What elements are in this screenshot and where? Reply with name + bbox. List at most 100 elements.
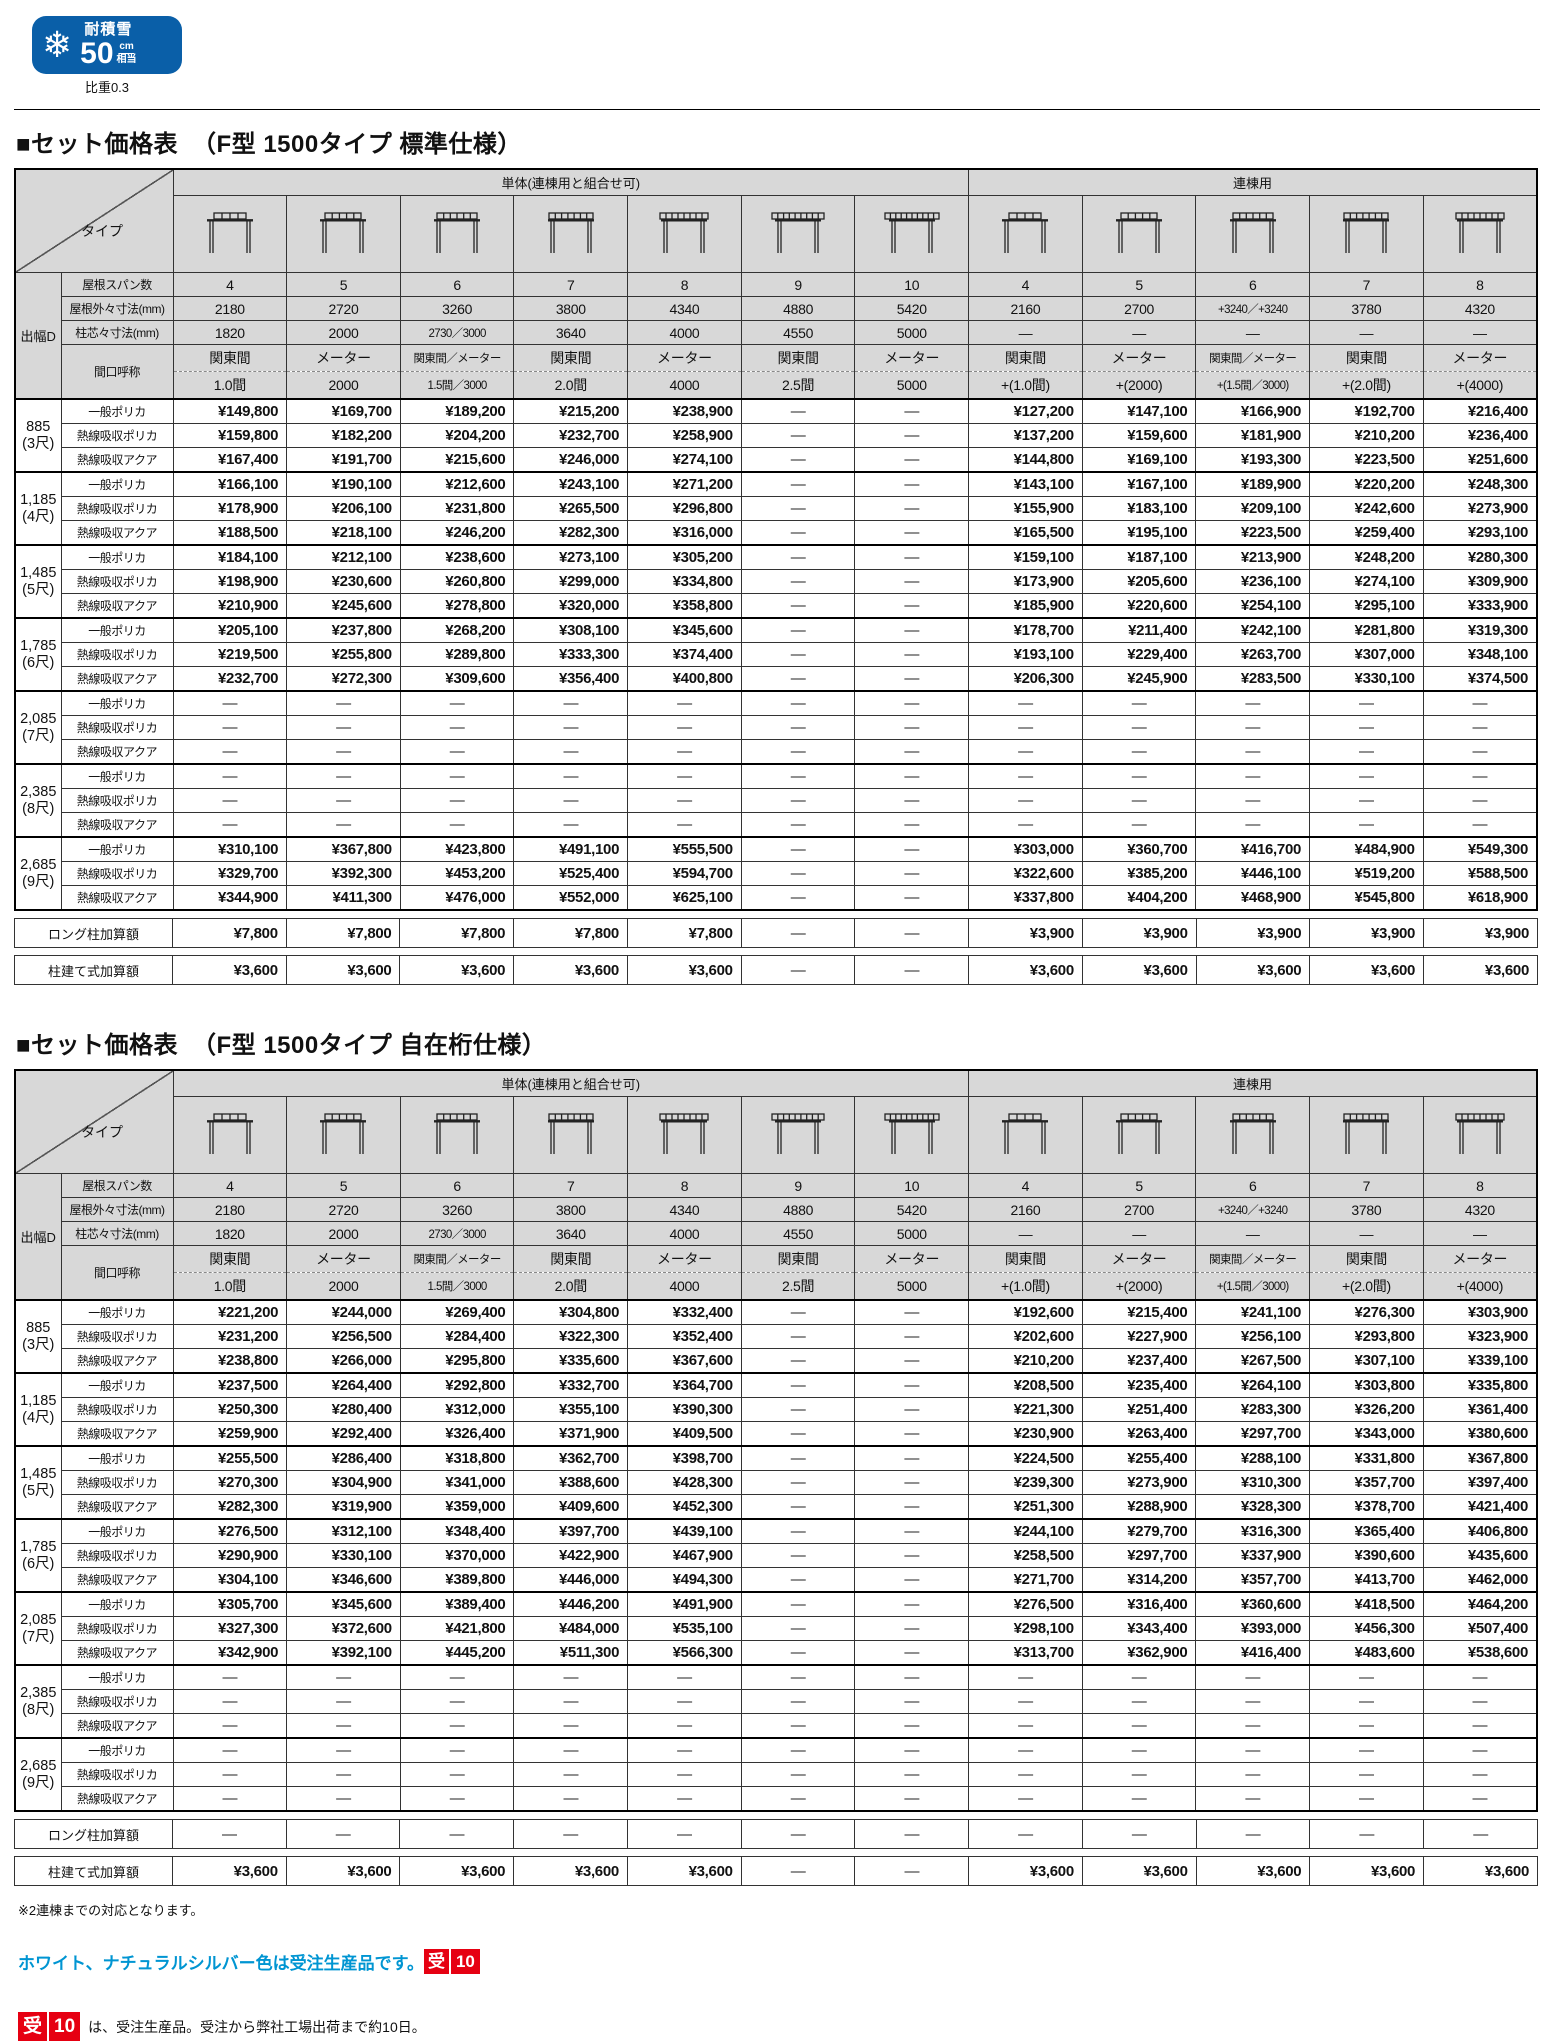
snow-load-units: cm 相当 <box>117 42 137 65</box>
price-cell: ¥204,200 <box>399 423 515 448</box>
price-cell: ¥344,900 <box>172 885 288 911</box>
price-cell: ¥271,700 <box>968 1567 1083 1593</box>
price-cell: — <box>854 812 970 838</box>
opening-name-cell: メーター <box>1081 344 1197 372</box>
opening-size-cell: +(2000) <box>1081 1272 1197 1301</box>
price-cell: — <box>854 1567 970 1593</box>
price-cell: — <box>740 788 856 813</box>
made-to-order-note-text: は、受注生産品。受注から弊社工場出荷まで約10日。 <box>88 2018 426 2035</box>
price-cell: ¥360,700 <box>1081 836 1197 862</box>
price-cell: ¥308,100 <box>513 617 629 643</box>
depth-shaku: (3尺) <box>22 435 55 452</box>
price-cell: ¥3,600 <box>399 1856 515 1886</box>
price-cell: ¥187,100 <box>1081 544 1197 570</box>
carport-type-icon <box>286 195 401 273</box>
price-cell: — <box>968 739 1083 765</box>
carport-type-icon <box>1081 195 1197 273</box>
price-cell: ¥329,700 <box>172 861 288 886</box>
price-cell: — <box>627 1713 742 1739</box>
price-cell: — <box>399 1786 515 1812</box>
pillar-dim-cell: 4550 <box>740 320 856 345</box>
opening-name-cell: 関東間 <box>740 344 856 372</box>
price-cell: ¥263,700 <box>1195 642 1311 667</box>
price-cell: ¥411,300 <box>286 885 401 911</box>
price-cell: ¥220,200 <box>1309 471 1424 497</box>
price-cell: — <box>740 617 856 643</box>
price-cell: ¥166,900 <box>1195 398 1311 424</box>
price-cell: ¥361,400 <box>1422 1397 1538 1422</box>
price-cell: — <box>1195 1819 1311 1849</box>
depth-value: 2,685 <box>20 1757 57 1774</box>
price-cell: ¥625,100 <box>627 885 742 911</box>
price-cell: — <box>854 666 970 692</box>
price-cell: ¥389,400 <box>399 1591 515 1617</box>
opening-name-cell: 関東間／メーター <box>399 1245 515 1273</box>
price-cell: — <box>740 715 856 740</box>
price-cell: — <box>1422 739 1538 765</box>
price-cell: — <box>286 1689 401 1714</box>
price-cell: ¥339,100 <box>1422 1348 1538 1374</box>
depth-shaku: (8尺) <box>22 1701 55 1718</box>
price-cell: — <box>513 812 629 838</box>
price-cell: ¥3,600 <box>513 955 628 985</box>
price-cell: — <box>740 1640 856 1666</box>
price-cell: — <box>286 690 401 716</box>
price-cell: ¥189,900 <box>1195 471 1311 497</box>
price-cell: — <box>399 690 515 716</box>
price-cell: — <box>740 1786 856 1812</box>
price-cell: ¥378,700 <box>1309 1494 1424 1520</box>
price-cell: ¥327,300 <box>172 1616 288 1641</box>
price-cell: ¥276,300 <box>1309 1299 1424 1325</box>
price-cell: ¥195,100 <box>1081 520 1197 546</box>
price-cell: — <box>854 1299 970 1325</box>
price-cell: ¥356,400 <box>513 666 629 692</box>
price-cell: ¥333,900 <box>1422 593 1538 619</box>
price-cell: — <box>513 788 629 813</box>
table-row: 熱線吸収ポリカ ¥198,900 ¥230,600 ¥260,800 ¥299,000 ¥… <box>15 569 1538 594</box>
price-cell: — <box>740 1856 856 1886</box>
depth-cell: 2,685 (9尺) <box>14 836 62 911</box>
price-cell: — <box>1422 715 1538 740</box>
opening-size-cell: 1.5間／3000 <box>399 1272 515 1301</box>
product-type-label: 熱線吸収アクア <box>60 1640 174 1666</box>
price-cell: — <box>740 1762 856 1787</box>
roof-span-cell: 6 <box>399 1173 515 1198</box>
roof-span-cell: 8 <box>1422 272 1538 297</box>
price-cell: ¥380,600 <box>1422 1421 1538 1447</box>
price-cell: ¥192,700 <box>1309 398 1424 424</box>
price-cell: ¥250,300 <box>172 1397 288 1422</box>
price-cell: ¥259,900 <box>172 1421 288 1447</box>
price-cell: — <box>172 1689 288 1714</box>
price-cell: — <box>286 1786 401 1812</box>
price-cell: — <box>1422 1664 1538 1690</box>
price-cell: ¥251,400 <box>1081 1397 1197 1422</box>
price-cell: ¥476,000 <box>399 885 515 911</box>
roof-span-label: 屋根スパン数 <box>60 272 174 297</box>
price-cell: ¥210,900 <box>172 593 288 619</box>
roof-dim-label: 屋根外々寸法(mm) <box>60 296 174 321</box>
price-cell: ¥206,300 <box>968 666 1083 692</box>
depth-value: 1,485 <box>20 564 57 581</box>
price-cell: ¥3,600 <box>1195 955 1311 985</box>
table-gap <box>14 985 1540 1011</box>
opening-name-cell: 関東間 <box>172 1245 288 1273</box>
price-cell: — <box>1422 690 1538 716</box>
price-cell: ¥307,000 <box>1309 642 1424 667</box>
opening-size-cell: 4000 <box>627 371 742 400</box>
product-type-label: 熱線吸収ポリカ <box>60 1543 174 1568</box>
price-cell: ¥155,900 <box>968 496 1083 521</box>
type-label: タイプ <box>81 223 124 240</box>
price-cell: ¥298,100 <box>968 1616 1083 1641</box>
price-cell: ¥357,700 <box>1195 1567 1311 1593</box>
price-cell: ¥244,000 <box>286 1299 401 1325</box>
product-type-label: 熱線吸収アクア <box>60 812 174 838</box>
depth-shaku: (7尺) <box>22 1628 55 1645</box>
price-cell: — <box>399 1689 515 1714</box>
price-cell: — <box>740 1518 856 1544</box>
price-cell: — <box>854 1397 970 1422</box>
price-cell: — <box>854 1737 970 1763</box>
roof-span-cell: 7 <box>513 272 629 297</box>
price-cell: — <box>854 861 970 886</box>
price-cell: ¥307,100 <box>1309 1348 1424 1374</box>
price-cell: — <box>854 569 970 594</box>
